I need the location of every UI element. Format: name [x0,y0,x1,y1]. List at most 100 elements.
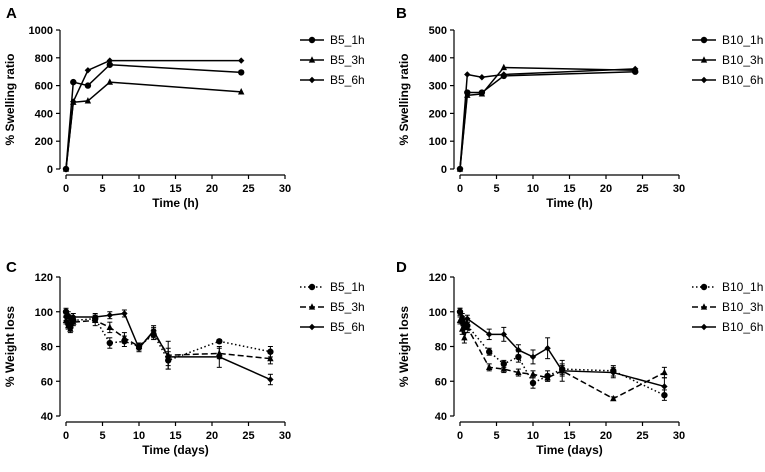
panel-a-legend-label: B5_1h [330,33,365,47]
panel-d-legend-marker [700,303,708,310]
panel-d-legend-item: B10_3h [692,300,763,314]
panel-d-y-tick-label: 120 [429,272,447,284]
panel-d-series-b10-1h-line [459,311,665,396]
panel-a-x-tick-label: 10 [133,183,145,195]
panel-a: A 0 5 10 15 20 25 30 0 200 400 600 800 1000 Time (h) % … [3,5,365,210]
panel-c-y-tick-label: 80 [41,342,53,354]
panel-d-series-b10-6h-point [544,345,551,352]
panel-d-series-b10-3h-point [529,370,537,377]
panel-d-series-b10-6h-point [500,331,507,338]
panel-b-legend-label: B10_1h [722,33,763,47]
panel-d-series-b10-3h-point [544,373,551,381]
panel-b-legend-label: B10_6h [722,73,763,87]
panel-b-series-b10-3h [456,63,639,172]
panel-c-x-axis-title: Time (days) [142,443,208,457]
panel-a-series-b5-6h-point [84,67,92,74]
panel-d-y-tick-label: 40 [435,411,447,423]
panel-b-y-tick-label: 400 [429,53,447,65]
panel-c-series-b5-1h-point [106,339,114,347]
panel-b-legend-item: B10_6h [692,73,763,87]
panel-d-series-b10-3h-point [464,323,471,330]
panel-c-series-b5-1h-point [216,338,223,345]
panel-b-series-b10-6h-line [459,68,636,170]
panel-d-series-b10-6h-point [559,367,566,375]
panel-d-y-tick-label: 80 [435,342,447,354]
panel-a-series-b5-3h-point [106,78,113,85]
panel-c-x-tick-label: 25 [242,430,254,442]
panel-c-series-b5-6h-point [121,310,128,317]
panel-d-series-b10-3h-point [461,334,468,341]
panel-c-legend-marker [308,303,316,310]
panel-a-y-tick-label: 0 [47,164,53,176]
panel-c-x-tick-label: 15 [169,430,181,442]
panel-a-series-b5-1h-point [238,69,245,76]
panel-a-series-b5-6h-point [106,57,113,64]
panel-d-x-axis-title: Time (days) [536,443,602,457]
panel-c-series-b5-3h-point [70,318,77,325]
panel-a-y-tick-label: 200 [35,136,53,148]
panel-c-x-tick-label: 20 [206,430,218,442]
panel-a-legend-marker [308,56,316,63]
panel-c-series-b5-6h-point [92,313,99,321]
panel-b-series-b10-6h-point [500,71,507,78]
panel-a-x-axis-title: Time (h) [152,196,198,210]
panel-b-y-tick-label: 300 [429,81,447,93]
panel-d-series-b10-6h-point [610,369,617,376]
panel-d-series-b10-6h-point [515,346,522,354]
panel-b-x-tick-label: 0 [457,183,463,195]
panel-a-series-b5-1h [62,61,245,173]
panel-c-x-tick-label: 5 [99,430,105,442]
panel-c-series-b5-6h-point [165,353,172,361]
panel-a-series-b5-3h-point [238,88,245,95]
panel-d-legend-label: B10_6h [722,320,763,334]
panel-d-series-b10-6h-point [461,322,468,329]
panel-d: D 0 5 10 15 20 25 30 40 60 80 100 120 Time (days) % We… [396,259,763,457]
panel-c-series-b5-3h-point [67,325,74,332]
panel-c-legend-item: B5_1h [300,280,365,294]
panel-c-y-tick-label: 120 [35,272,53,284]
panel-c-series-b5-6h-point [216,353,223,361]
panel-a-x-tick-label: 30 [279,183,291,195]
panel-b-y-tick-label: 100 [429,136,447,148]
panel-d-series-b10-6h-point [486,331,493,338]
panel-a-legend-item: B5_6h [300,73,365,87]
panel-c-series-b5-6h-point [67,315,74,322]
panel-b-x-tick-label: 25 [636,183,648,195]
panel-a-y-tick-label: 400 [35,108,53,120]
panel-d-series-b10-3h-point [610,394,617,402]
panel-b-series-b10-6h-point [464,71,471,78]
panel-c-y-tick-label: 40 [41,411,53,423]
panel-d-series-b10-3h-point [486,363,493,370]
panel-b-legend-item: B10_1h [692,33,763,47]
panel-c-series-b5-6h-point [150,327,157,335]
panel-b-x-tick-label: 10 [527,183,539,195]
panel-a-series-b5-6h-point [62,165,70,173]
panel-d-series-b10-6h-point [529,353,537,361]
panel-d-series-b10-1h-point [529,379,537,387]
panel-d-legend-item: B10_6h [692,320,763,334]
panel-c-letter: C [6,259,17,276]
panel-b-x-tick-label: 30 [673,183,685,195]
panel-b-x-tick-label: 15 [563,183,575,195]
panel-d-series-b10-3h-point [500,365,507,372]
panel-a-legend-marker [308,36,316,44]
panel-b-series-b10-6h-point [456,165,464,173]
panel-b-y-tick-label: 200 [429,108,447,120]
panel-d-x-tick-label: 5 [493,430,499,442]
panel-b-series-b10-3h-line [459,66,636,170]
panel-a-legend-label: B5_6h [330,73,365,87]
panel-a-series-b5-1h-point [106,61,114,68]
panel-c-series-b5-6h-point [70,313,77,321]
panel-b-y-tick-label: 500 [429,25,447,37]
panel-d-series-b10-6h [456,307,668,396]
panel-d-legend-marker [700,283,708,291]
panel-b-x-tick-label: 5 [493,183,499,195]
panel-d-series-b10-6h-point [456,308,464,315]
panel-d-x-tick-label: 30 [673,430,685,442]
panel-d-series-b10-3h-line [459,320,665,400]
panel-d-series-b10-6h-point [458,313,466,321]
panel-d-series-b10-3h-point [515,368,522,376]
panel-c-series-b5-3h-point [267,354,274,362]
panel-c-x-tick-label: 0 [63,430,69,442]
